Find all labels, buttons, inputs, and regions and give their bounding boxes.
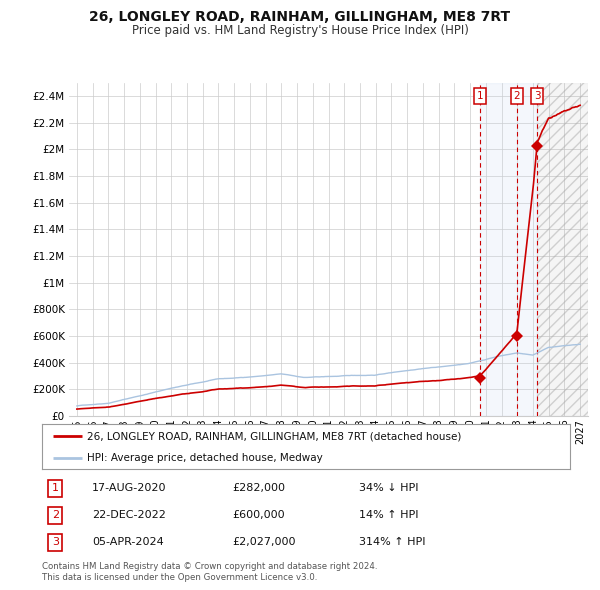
Text: This data is licensed under the Open Government Licence v3.0.: This data is licensed under the Open Gov… [42, 573, 317, 582]
Text: 2: 2 [514, 91, 520, 101]
Text: 14% ↑ HPI: 14% ↑ HPI [359, 510, 418, 520]
Text: 1: 1 [52, 483, 59, 493]
Bar [480, 83, 537, 416]
Text: 1: 1 [476, 91, 483, 101]
Text: 26, LONGLEY ROAD, RAINHAM, GILLINGHAM, ME8 7RT: 26, LONGLEY ROAD, RAINHAM, GILLINGHAM, M… [89, 10, 511, 24]
Text: Price paid vs. HM Land Registry's House Price Index (HPI): Price paid vs. HM Land Registry's House … [131, 24, 469, 37]
Text: £2,027,000: £2,027,000 [232, 537, 296, 548]
Text: 3: 3 [52, 537, 59, 548]
Text: 26, LONGLEY ROAD, RAINHAM, GILLINGHAM, ME8 7RT (detached house): 26, LONGLEY ROAD, RAINHAM, GILLINGHAM, M… [87, 431, 461, 441]
Bar [537, 83, 588, 416]
Text: Contains HM Land Registry data © Crown copyright and database right 2024.: Contains HM Land Registry data © Crown c… [42, 562, 377, 571]
Text: 22-DEC-2022: 22-DEC-2022 [92, 510, 166, 520]
Text: £600,000: £600,000 [232, 510, 285, 520]
Text: £282,000: £282,000 [232, 483, 285, 493]
Text: 05-APR-2024: 05-APR-2024 [92, 537, 164, 548]
Text: 17-AUG-2020: 17-AUG-2020 [92, 483, 167, 493]
Text: 314% ↑ HPI: 314% ↑ HPI [359, 537, 425, 548]
Text: 3: 3 [534, 91, 541, 101]
Text: 34% ↓ HPI: 34% ↓ HPI [359, 483, 418, 493]
Bar [537, 83, 588, 416]
Text: HPI: Average price, detached house, Medway: HPI: Average price, detached house, Medw… [87, 453, 323, 463]
Text: 2: 2 [52, 510, 59, 520]
